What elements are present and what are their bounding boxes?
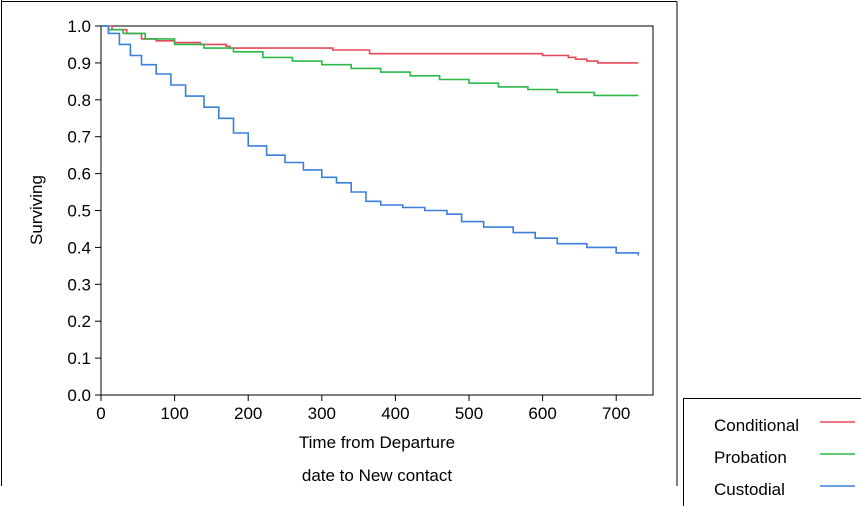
y-tick-label: 0.9 [67,54,91,73]
legend-frame [683,398,861,506]
y-tick-label: 0.0 [67,386,91,405]
legend-label-custodial: Custodial [714,480,785,499]
legend: Conditional Probation Custodial [683,398,861,506]
legend-label-probation: Probation [714,448,787,467]
y-tick-label: 0.6 [67,165,91,184]
y-tick-label: 0.5 [67,202,91,221]
x-tick-label: 100 [160,404,188,423]
y-axis-label: Surviving [27,175,46,245]
plot-area [100,25,654,396]
legend-label-conditional: Conditional [714,416,799,435]
x-tick-label: 600 [528,404,556,423]
axis-layer: 0 100 200 300 400 500 600 700 0.0 0.1 0.2 0.3 0.4 0.5… [67,17,630,423]
y-tick-label: 1.0 [67,17,91,36]
series-line-custodial [101,25,640,256]
series-line-probation [101,25,639,97]
series-line-conditional [101,25,639,64]
y-tick-label: 0.4 [67,238,91,257]
y-tick-label: 0.7 [67,128,91,147]
y-tick-label: 0.8 [67,91,91,110]
x-tick-label: 400 [381,404,409,423]
x-tick-label: 500 [455,404,483,423]
x-axis-label-line-1: Time from Departure [299,433,455,452]
series-layer [101,25,640,256]
x-tick-label: 0 [96,404,105,423]
y-tick-label: 0.2 [67,312,91,331]
x-tick-label: 200 [234,404,262,423]
x-tick-label: 300 [308,404,336,423]
x-axis-label-line-2: date to New contact [302,466,453,485]
y-tick-label: 0.3 [67,275,91,294]
x-tick-label: 700 [602,404,630,423]
y-tick-label: 0.1 [67,349,91,368]
